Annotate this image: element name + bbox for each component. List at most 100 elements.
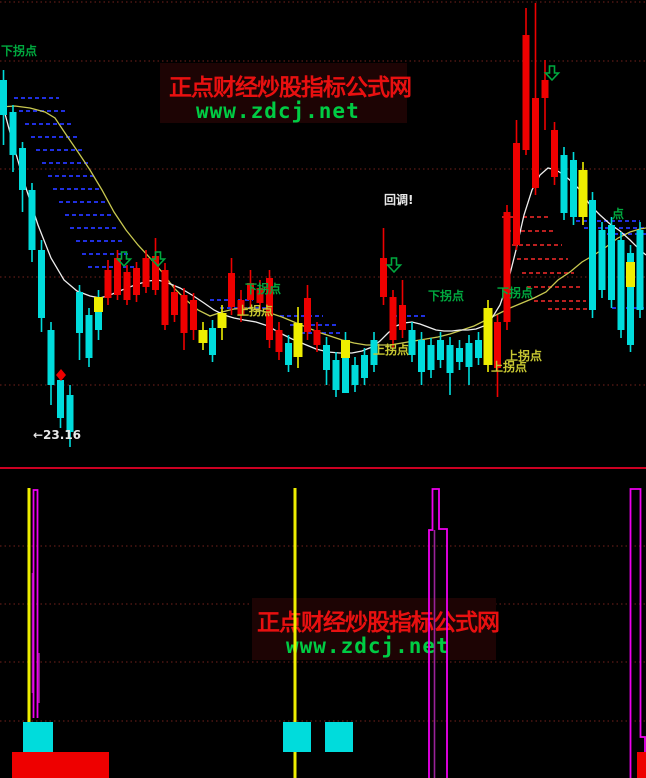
signal-square-cyan: [23, 722, 53, 752]
pivot-dot-label: 点: [612, 206, 624, 221]
candle-body: [617, 240, 625, 330]
down-pivot-label: 下拐点: [245, 281, 281, 296]
candle: [361, 348, 368, 385]
candle-body: [237, 300, 245, 315]
up-pivot-label: 上拐点: [491, 359, 527, 374]
candle-body: [180, 295, 188, 333]
candle-body: [323, 345, 330, 370]
panel-divider: [0, 467, 646, 469]
sub-panel-layer: [12, 488, 646, 778]
candle-body: [446, 345, 454, 373]
candle: [446, 337, 454, 395]
candle-body: [342, 358, 349, 393]
candle-body: [85, 315, 93, 358]
candle: [247, 270, 254, 307]
candle: [209, 320, 216, 362]
candle-body: [228, 273, 235, 307]
candle-body: [0, 80, 7, 115]
candle: [483, 300, 493, 372]
candle: [38, 240, 45, 332]
candle-body: [209, 328, 216, 355]
candle-body: [560, 155, 568, 213]
candle: [266, 270, 273, 348]
signal-tower-magenta: [629, 488, 646, 778]
candle-body: [293, 323, 303, 357]
candle-body: [247, 283, 254, 300]
candle-body: [627, 253, 634, 345]
watermark-bottom-url: www.zdcj.net: [286, 634, 450, 658]
signal-block: [94, 297, 103, 312]
candle: [570, 152, 577, 225]
price-low-label: ←23.16: [33, 428, 81, 442]
watermark-top-background: [160, 63, 407, 123]
candle: [503, 205, 511, 330]
candle-body: [256, 288, 264, 303]
candle-body: [598, 230, 606, 290]
signal-block: [341, 340, 350, 358]
candle-body: [370, 340, 378, 365]
candle-body: [456, 348, 463, 362]
candle: [370, 332, 378, 372]
candle-body: [541, 80, 549, 98]
candle: [142, 250, 150, 293]
candle: [114, 250, 121, 300]
signal-tower-magenta: [428, 488, 448, 778]
candle-body: [161, 270, 169, 325]
candle: [380, 228, 387, 305]
candle-body: [351, 365, 359, 385]
candle-body: [28, 190, 36, 250]
diamond-marker: [56, 369, 66, 381]
candle: [427, 338, 435, 378]
candle-body: [9, 112, 17, 155]
candle-body: [266, 278, 273, 340]
candle-body: [532, 98, 539, 188]
candle: [589, 192, 596, 318]
watermark-bottom-title: 正点财经炒股指标公式网: [257, 609, 499, 636]
ma-line-slow: [0, 105, 646, 346]
candle-body: [551, 130, 558, 177]
candle-body: [66, 395, 74, 432]
candle-body: [190, 300, 197, 330]
candle-body: [152, 256, 159, 290]
candle: [57, 372, 64, 428]
down-arrow-icon: [115, 251, 133, 268]
candle-body: [465, 343, 473, 367]
candle-body: [513, 143, 520, 245]
candle-body: [408, 330, 416, 355]
candle-body: [76, 292, 83, 333]
candle-body: [427, 345, 435, 370]
signal-block: [626, 262, 635, 287]
candle: [85, 308, 93, 367]
signal-square-cyan: [283, 722, 311, 752]
candle-body: [198, 330, 208, 343]
candle: [627, 245, 634, 352]
candle-body: [361, 355, 368, 378]
watermark-bottom-background: [252, 598, 496, 660]
candle: [76, 285, 83, 360]
watermark-top-url: www.zdcj.net: [196, 99, 360, 123]
candle: [28, 183, 36, 262]
candle-body: [636, 230, 644, 310]
down-pivot-label: 下拐点: [428, 288, 464, 303]
candle-body: [123, 272, 131, 300]
candle: [285, 335, 292, 372]
candle: [47, 322, 55, 405]
candle-body: [114, 258, 121, 295]
candle: [418, 332, 425, 385]
candle: [66, 385, 74, 447]
candle: [551, 122, 558, 185]
up-pivot-label: 上拐点: [373, 342, 409, 357]
candle: [256, 280, 264, 310]
candle: [323, 337, 330, 385]
watermark-bottom: 正点财经炒股指标公式网 www.zdcj.net: [252, 598, 500, 660]
candle-body: [437, 340, 444, 360]
candle: [456, 340, 463, 370]
candle-body: [217, 313, 227, 328]
candle: [228, 258, 235, 315]
down-arrow-icon: [385, 257, 403, 274]
candle-body: [503, 212, 511, 322]
candle-body: [142, 258, 150, 287]
down-pivot-label: 下拐点: [1, 43, 37, 58]
candle-body: [304, 298, 311, 332]
